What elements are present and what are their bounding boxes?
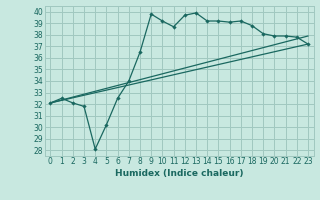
X-axis label: Humidex (Indice chaleur): Humidex (Indice chaleur) (115, 169, 244, 178)
